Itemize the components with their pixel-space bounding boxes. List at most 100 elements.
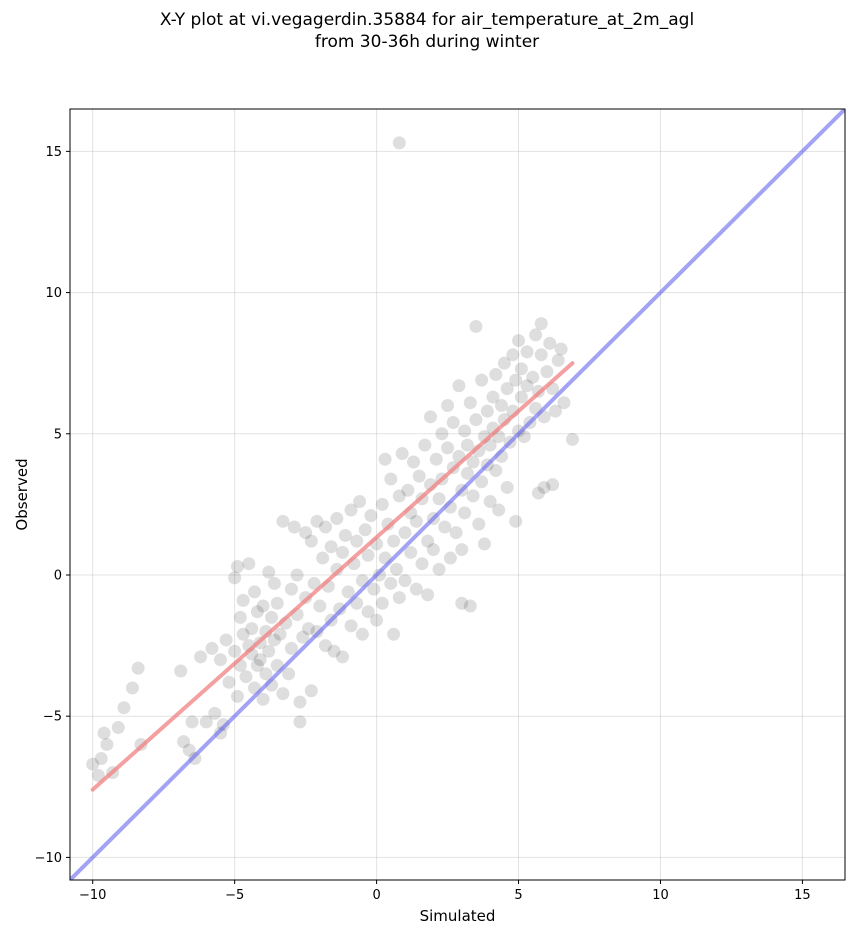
scatter-point [458,424,472,438]
scatter-point [265,610,279,624]
scatter-point [534,317,548,331]
scatter-point [443,551,457,565]
chart-title-line1: X-Y plot at vi.vegagerdin.35884 for air_… [159,10,695,30]
scatter-point [259,667,273,681]
scatter-point [480,404,494,418]
scatter-point [387,534,401,548]
scatter-point [327,644,341,658]
scatter-point [185,715,199,729]
scatter-point [424,410,438,424]
scatter-point [338,528,352,542]
scatter-point [222,675,236,689]
y-tick-label: −10 [35,851,62,866]
scatter-point [367,582,381,596]
scatter-point [256,599,270,613]
scatter-point [514,362,528,376]
scatter-point [441,399,455,413]
scatter-point [330,562,344,576]
scatter-point [426,543,440,557]
scatter-point [236,593,250,607]
scatter-point [267,576,281,590]
scatter-point [418,438,432,452]
scatter-point [401,483,415,497]
scatter-point [276,514,290,528]
scatter-point [230,560,244,574]
scatter-point [262,644,276,658]
scatter-point [475,475,489,489]
scatter-point [282,667,296,681]
scatter-point [253,653,267,667]
scatter-point [270,596,284,610]
scatter-point [233,610,247,624]
scatter-point [421,534,435,548]
scatter-point [125,681,139,695]
y-tick-label: 10 [45,286,62,301]
scatter-point [341,585,355,599]
scatter-point [236,627,250,641]
scatter-point [384,576,398,590]
scatter-point [421,588,435,602]
scatter-point [361,605,375,619]
scatter-point [344,503,358,517]
scatter-point [313,599,327,613]
scatter-point [230,689,244,703]
scatter-point [395,447,409,461]
scatter-point [219,633,233,647]
plot-frame [69,108,846,881]
scatter-point [111,720,125,734]
scatter-point [86,757,100,771]
scatter-point [489,463,503,477]
scatter-point [506,348,520,362]
scatter-point [290,568,304,582]
scatter-point [199,715,213,729]
scatter-point [489,367,503,381]
scatter-point [299,526,313,540]
axis-ticks: −10 −5 0 5 10 15 −10 −5 0 5 10 15 [35,145,811,903]
scatter-point [301,622,315,636]
y-axis-label: Observed [13,458,31,530]
scatter-point [509,373,523,387]
scatter-point [177,735,191,749]
scatter-point [529,328,543,342]
scatter-point [495,399,509,413]
scatter-point [460,438,474,452]
scatter-point [446,415,460,429]
scatter-point [429,452,443,466]
scatter-point [412,469,426,483]
scatter-point [475,373,489,387]
scatter-point [469,319,483,333]
scatter-point [486,390,500,404]
scatter-point [384,472,398,486]
scatter-point [500,480,514,494]
fit-lines [70,109,845,880]
scatter-point [463,599,477,613]
scatter-point [350,534,364,548]
scatter-point [228,571,242,585]
scatter-point [387,627,401,641]
scatter-point [392,591,406,605]
scatter-point [389,562,403,576]
scatter-point [435,427,449,441]
scatter-point [228,644,242,658]
regression-line [90,361,575,792]
scatter-point [97,726,111,740]
x-tick-label: −10 [79,888,106,903]
scatter-point [262,565,276,579]
scatter-point [548,404,562,418]
scatter-point [526,370,540,384]
scatter-point [267,633,281,647]
scatter-point [432,492,446,506]
scatter-point [307,576,321,590]
scatter-point [392,489,406,503]
scatter-point [540,365,554,379]
x-tick-label: 0 [372,888,380,903]
scatter-point [310,514,324,528]
scatter-point [100,737,114,751]
scatter-point [117,701,131,715]
scatter-point [483,495,497,509]
scatter-point [131,661,145,675]
scatter-point [497,356,511,370]
scatter-point [256,692,270,706]
scatter-point [463,396,477,410]
scatter-point [284,582,298,596]
